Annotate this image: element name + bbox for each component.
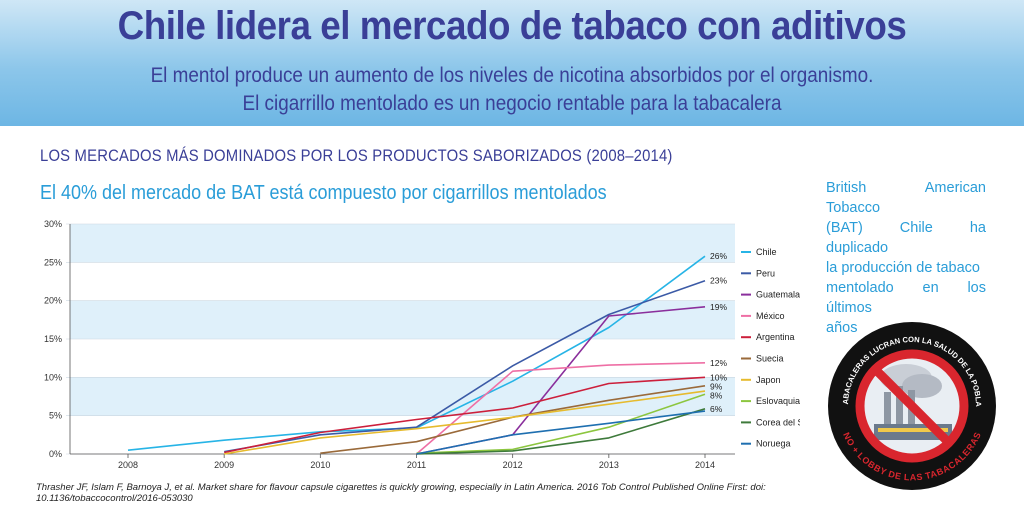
- data-label: 9%: [710, 381, 723, 391]
- legend-label: Peru: [756, 268, 775, 278]
- grid-band: [70, 377, 735, 416]
- side-note-line: mentolado en los últimos: [826, 280, 986, 316]
- data-label: 8%: [710, 390, 723, 400]
- series-line: [416, 393, 706, 454]
- y-tick-label: 25%: [44, 257, 62, 267]
- series-line: [224, 390, 706, 455]
- data-label: 10%: [710, 372, 727, 382]
- series-line: [224, 279, 706, 453]
- grid-band: [70, 224, 735, 263]
- campaign-logo: LAS TABACALERAS LUCRAN CON LA SALUD DE L…: [826, 320, 996, 490]
- legend-label: Chile: [756, 247, 777, 257]
- x-tick-label: 2011: [407, 460, 426, 470]
- citation: Thrasher JF, Islam F, Barnoya J, et al. …: [36, 482, 766, 504]
- legend-label: Noruega: [756, 439, 791, 449]
- grid-band: [70, 300, 735, 339]
- side-note: British American Tobacco (BAT) Chile ha …: [826, 178, 986, 338]
- section-title: LOS MERCADOS MÁS DOMINADOS POR LOS PRODU…: [40, 147, 673, 165]
- y-tick-label: 5%: [49, 411, 62, 421]
- y-tick-label: 20%: [44, 296, 62, 306]
- data-label: 26%: [710, 251, 727, 261]
- y-tick-label: 10%: [44, 372, 62, 382]
- legend-label: Corea del Sur: [756, 417, 800, 427]
- line-chart: 0% 5% 10% 15% 20% 25% 30% 2008 2009 2010 2011 2012 2…: [44, 219, 800, 470]
- x-tick-label: 2014: [695, 460, 715, 470]
- series-line: [415, 362, 706, 455]
- legend-label: Argentina: [756, 332, 795, 342]
- side-note-line: la producción de tabaco: [826, 260, 980, 276]
- x-tick-label: 2010: [310, 460, 330, 470]
- x-tick-label: 2009: [214, 460, 234, 470]
- prohibition-slash-icon: [872, 366, 952, 446]
- legend-label: Japon: [756, 375, 781, 385]
- data-label: 12%: [710, 358, 727, 368]
- legend-label: Suecia: [756, 354, 784, 364]
- page-subtitle-1: El mentol produce un aumento de los nive…: [150, 64, 874, 87]
- x-tick-label: 2012: [503, 460, 523, 470]
- side-note-line: (BAT) Chile ha duplicado: [826, 220, 986, 256]
- x-tick-label: 2013: [599, 460, 619, 470]
- series-line: [416, 408, 706, 455]
- page-title: Chile lidera el mercado de tabaco con ad…: [117, 4, 907, 48]
- y-tick-label: 15%: [44, 334, 62, 344]
- legend-label: Guatemala: [756, 290, 800, 300]
- prohibition-ring-icon: [855, 349, 969, 463]
- y-tick-label: 30%: [44, 219, 62, 229]
- y-tick-label: 0%: [49, 449, 62, 459]
- data-label: 23%: [710, 276, 727, 286]
- header-banner: Chile lidera el mercado de tabaco con ad…: [0, 0, 1024, 126]
- chart-title: El 40% del mercado de BAT está compuesto…: [40, 182, 607, 204]
- series-line: [416, 410, 706, 455]
- legend-label: Eslovaquia: [756, 396, 800, 406]
- data-label: 19%: [710, 302, 727, 312]
- side-note-line: British American Tobacco: [826, 180, 986, 216]
- page-subtitle-2: El cigarrillo mentolado es un negocio re…: [242, 92, 782, 115]
- series-line: [127, 255, 706, 451]
- side-note-line: años: [826, 320, 858, 336]
- series-line: [224, 376, 706, 454]
- data-label: 6%: [710, 404, 723, 414]
- x-tick-label: 2008: [118, 460, 138, 470]
- legend-label: México: [756, 311, 785, 321]
